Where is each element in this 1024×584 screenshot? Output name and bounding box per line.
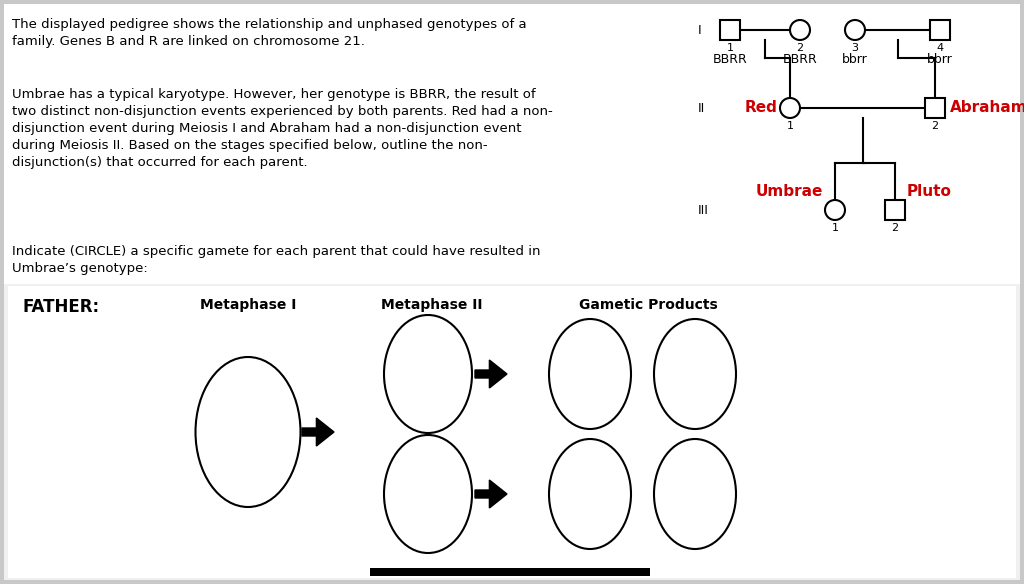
Ellipse shape bbox=[384, 315, 472, 433]
Text: 1: 1 bbox=[726, 43, 733, 53]
Bar bbox=[885, 200, 905, 220]
Text: bbrr: bbrr bbox=[927, 53, 953, 66]
Text: I: I bbox=[698, 23, 701, 36]
Circle shape bbox=[825, 200, 845, 220]
Polygon shape bbox=[475, 480, 507, 508]
Bar bbox=[930, 20, 950, 40]
Text: 2: 2 bbox=[932, 121, 939, 131]
Text: III: III bbox=[698, 203, 709, 217]
Ellipse shape bbox=[549, 319, 631, 429]
Ellipse shape bbox=[654, 319, 736, 429]
Text: Pluto: Pluto bbox=[907, 185, 952, 200]
Ellipse shape bbox=[384, 435, 472, 553]
Text: 2: 2 bbox=[797, 43, 804, 53]
Text: 2: 2 bbox=[892, 223, 899, 233]
Text: 1: 1 bbox=[786, 121, 794, 131]
Ellipse shape bbox=[549, 439, 631, 549]
Text: Metaphase II: Metaphase II bbox=[381, 298, 482, 312]
Bar bbox=[720, 20, 740, 40]
Text: 1: 1 bbox=[831, 223, 839, 233]
Circle shape bbox=[780, 98, 800, 118]
Circle shape bbox=[790, 20, 810, 40]
Text: Red: Red bbox=[745, 100, 778, 116]
Bar bbox=[370, 568, 650, 576]
Bar bbox=[925, 98, 945, 118]
Text: Umbrae has a typical karyotype. However, her genotype is BBRR, the result of
two: Umbrae has a typical karyotype. However,… bbox=[12, 88, 553, 169]
Text: II: II bbox=[698, 102, 706, 114]
Text: 4: 4 bbox=[936, 43, 943, 53]
Circle shape bbox=[845, 20, 865, 40]
Ellipse shape bbox=[654, 439, 736, 549]
Text: bbrr: bbrr bbox=[842, 53, 868, 66]
Text: BBRR: BBRR bbox=[782, 53, 817, 66]
Text: Gametic Products: Gametic Products bbox=[579, 298, 718, 312]
Bar bbox=[4, 284, 1020, 580]
Text: Umbrae: Umbrae bbox=[756, 185, 823, 200]
Text: FATHER:: FATHER: bbox=[22, 298, 99, 316]
Text: BBRR: BBRR bbox=[713, 53, 748, 66]
Bar bbox=[8, 286, 1016, 578]
Text: Abraham: Abraham bbox=[950, 100, 1024, 116]
Text: Metaphase I: Metaphase I bbox=[200, 298, 296, 312]
Text: The displayed pedigree shows the relationship and unphased genotypes of a
family: The displayed pedigree shows the relatio… bbox=[12, 18, 526, 48]
Polygon shape bbox=[302, 418, 334, 446]
Text: 3: 3 bbox=[852, 43, 858, 53]
Polygon shape bbox=[475, 360, 507, 388]
Ellipse shape bbox=[196, 357, 300, 507]
Text: Indicate (CIRCLE) a specific gamete for each parent that could have resulted in
: Indicate (CIRCLE) a specific gamete for … bbox=[12, 245, 541, 275]
